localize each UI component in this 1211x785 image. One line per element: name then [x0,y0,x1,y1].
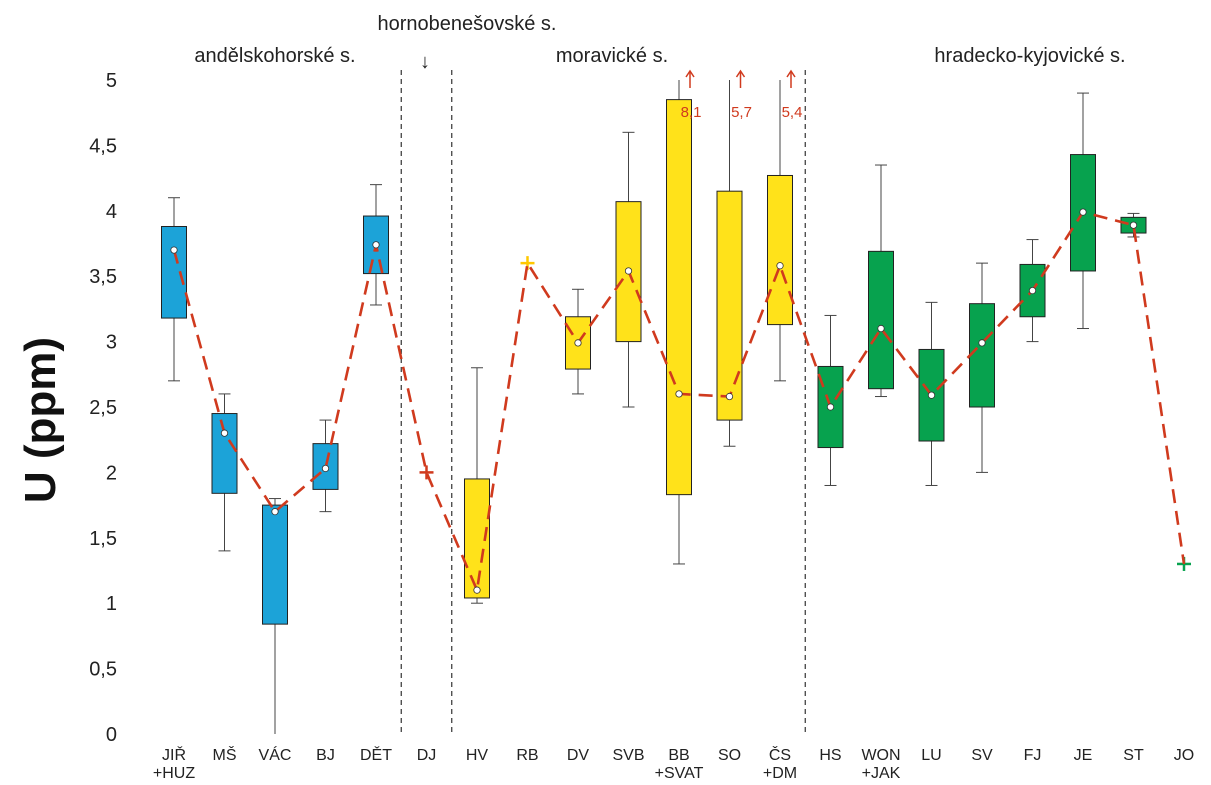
median-point [1129,221,1138,229]
box-iqr [666,99,692,496]
box-iqr [716,190,743,421]
x-tick-label: FJ [1024,747,1042,764]
x-tick-label-line2: +HUZ [153,765,195,780]
overflow-value-label: 5,7 [731,104,752,121]
y-tick-label: 1,5 [89,528,117,550]
x-tick-label: JE [1074,747,1093,764]
box-iqr [312,443,339,490]
median-point [220,429,229,437]
median-point [170,246,178,254]
y-tick-label: 0,5 [89,659,117,681]
y-tick-label: 1 [106,593,117,615]
group-label: moravické s. [556,45,668,67]
median-point [675,390,683,398]
median-point [978,339,986,347]
y-tick-label: 3,5 [89,266,117,288]
median-point [574,339,582,347]
median-point [877,324,885,333]
x-tick-label-line2: +DM [763,765,797,780]
box-series: 8,1 5,7 5,4 [161,69,1191,734]
x-tick-label: MŠ [213,745,237,764]
group-separators [400,70,806,734]
group-label: andělskohorské s. [194,45,355,67]
x-tick-label: DV [567,747,590,764]
median-point [372,241,380,249]
y-tick-label: 0 [106,724,117,746]
box-iqr [969,303,995,408]
box-iqr [868,250,894,390]
median-point [826,403,835,411]
x-tick-label: ST [1123,747,1144,764]
x-tick-label: HV [466,747,489,764]
y-axis-title: U (ppm) [16,337,65,503]
overflow-arrow-head [735,69,746,78]
median-point [271,508,279,516]
y-tick-label: 2,5 [89,397,117,419]
box-iqr [211,413,238,494]
overflow-arrow-head [685,69,695,78]
x-tick-label: SVB [612,747,644,764]
median-point [1028,286,1037,295]
x-tick-label: BJ [316,747,335,764]
x-tick-label: HS [819,747,841,764]
x-tick-label: WON [861,747,900,764]
x-tick-label-line2: +JAK [862,765,901,780]
down-arrow-annotation: ↓ [420,51,430,73]
x-tick-label: BB [668,747,689,764]
median-point [927,391,936,399]
median-point [624,267,633,275]
y-tick-label: 2 [106,462,117,484]
x-tick-label: RB [516,747,538,764]
median-point [725,392,734,401]
y-tick-label: 4,5 [89,135,117,157]
overflow-value-label: 5,4 [782,104,803,121]
group-label: hradecko-kyjovické s. [934,45,1125,67]
y-tick-label: 3 [106,332,117,354]
x-tick-label: JIŘ [162,745,186,764]
x-tick-label-line2: +SVAT [655,765,704,780]
overflow-value-label: 8,1 [681,104,702,121]
median-trend-line [170,208,1186,595]
x-tick-label: JO [1174,747,1194,764]
x-tick-label: DĚT [360,745,392,764]
median-point [1079,208,1087,216]
median-point [321,464,330,473]
box-iqr [262,504,288,625]
y-tick-label: 4 [106,201,117,223]
box-iqr [767,174,793,326]
group-labels: andělskohorské s. hornobenešovské s.morav… [194,13,1125,73]
median-point [473,586,481,594]
y-axis: 0 0,5 1 1,5 2 2,5 3 3,5 4 4,5 5 [89,70,117,746]
overflow-arrow-head [786,69,796,78]
y-tick-label: 5 [106,70,117,92]
x-tick-label: SO [718,747,741,764]
box-iqr [161,225,187,319]
x-tick-label: SV [971,747,993,764]
x-tick-label: DJ [417,747,437,764]
x-tick-label: VÁC [259,745,292,764]
x-tick-label: LU [921,747,941,764]
group-label: hornobenešovské s. [377,13,556,35]
median-point [776,262,784,270]
x-tick-label: ČS [769,745,791,764]
